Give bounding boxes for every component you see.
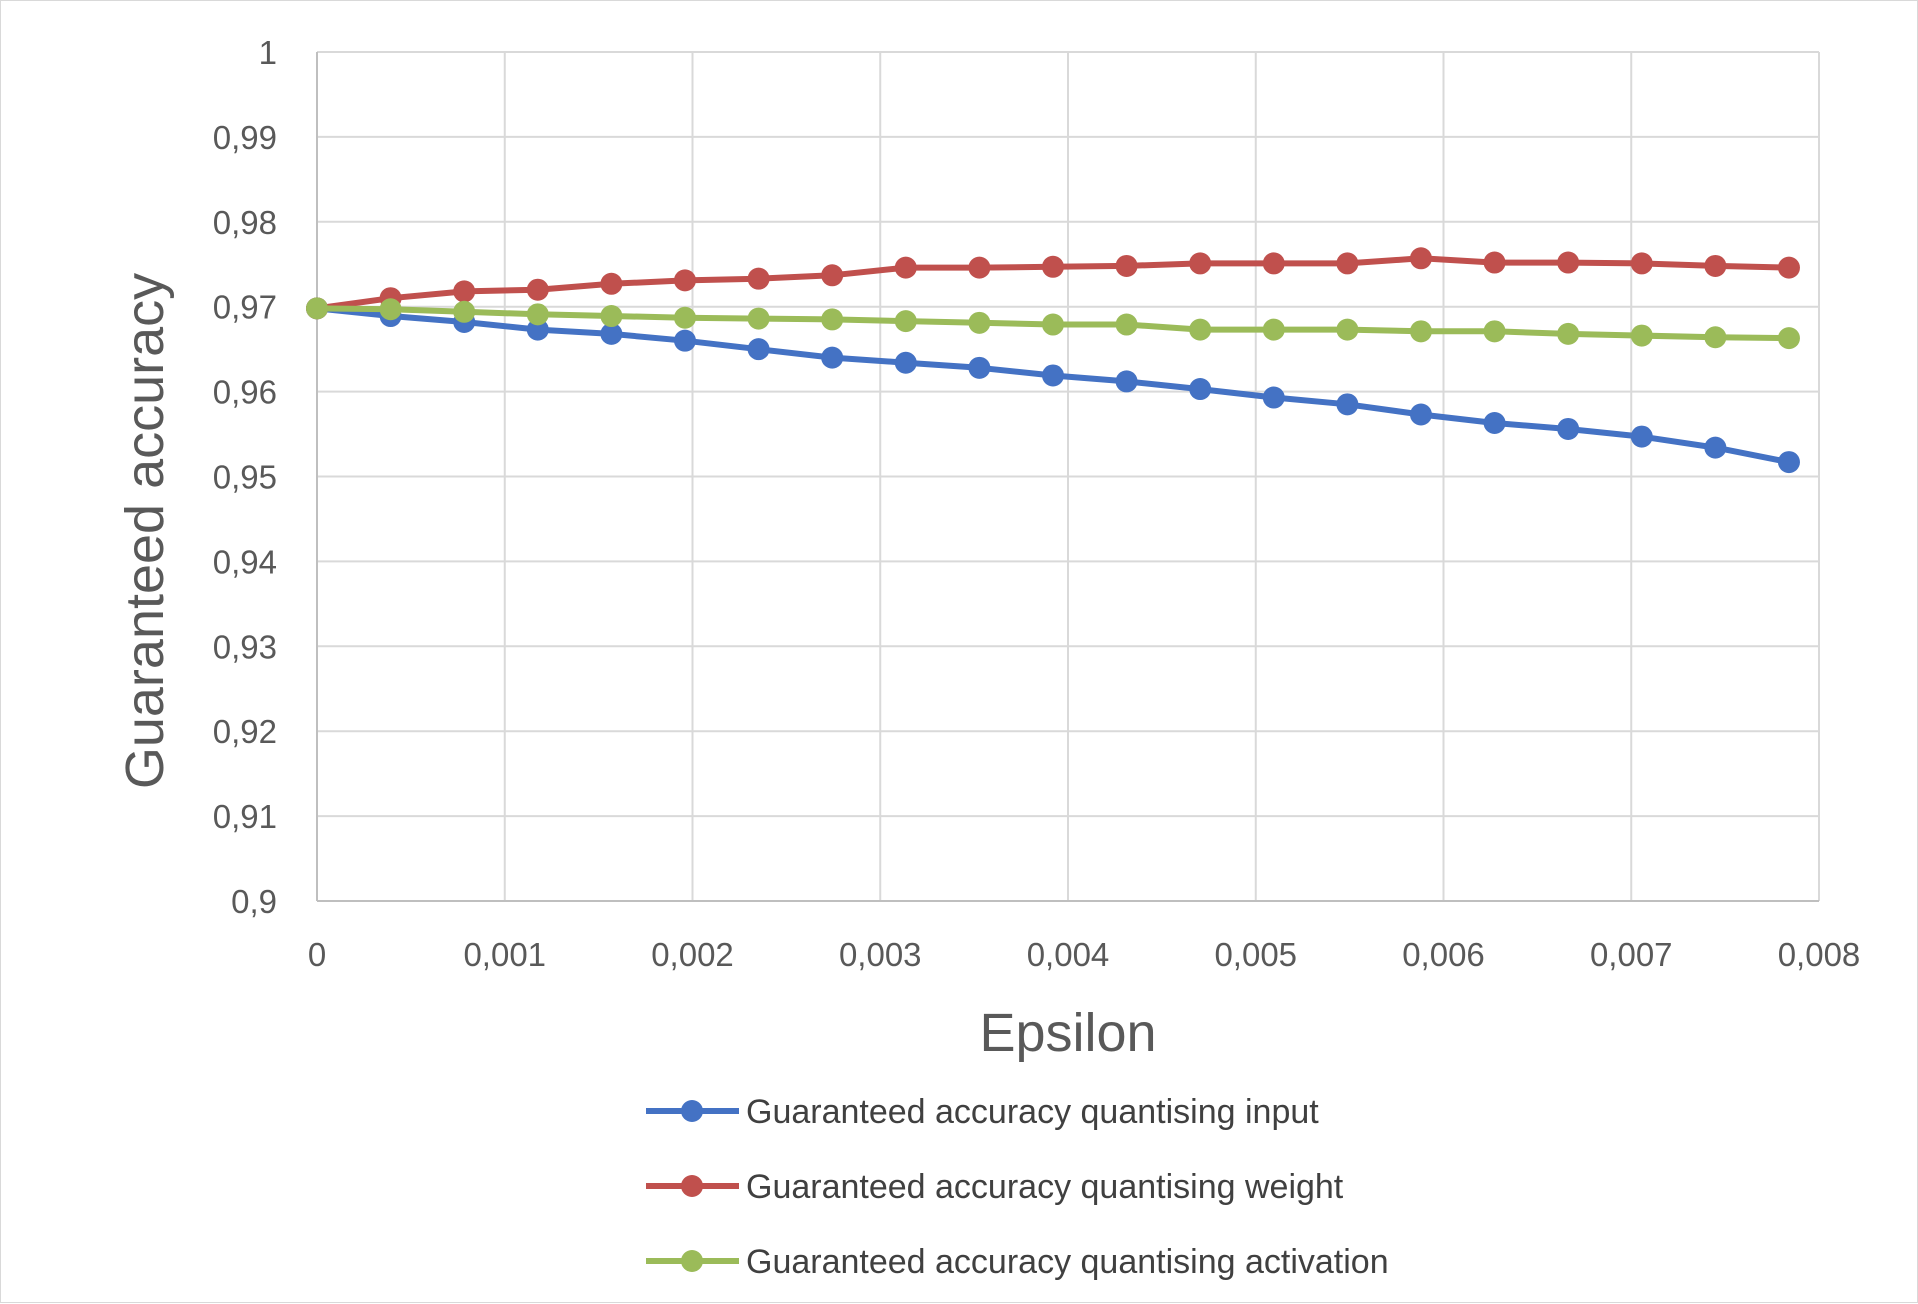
- data-point: [894, 256, 917, 279]
- data-point: [1262, 318, 1285, 341]
- legend-item: Guaranteed accuracy quantising weight: [646, 1168, 1344, 1206]
- legend-marker: [681, 1250, 703, 1272]
- data-point: [1189, 378, 1212, 401]
- legend-label: Guaranteed accuracy quantising weight: [746, 1168, 1344, 1206]
- y-tick-label: 0,96: [213, 374, 277, 411]
- x-axis-title: Epsilon: [979, 1003, 1156, 1063]
- y-tick-label: 0,94: [213, 543, 277, 580]
- data-point: [821, 346, 844, 369]
- x-tick-label: 0,004: [1027, 936, 1110, 973]
- data-point: [1115, 370, 1138, 393]
- y-tick-label: 0,91: [213, 798, 277, 835]
- data-point: [1336, 252, 1359, 275]
- data-point: [968, 356, 991, 379]
- x-tick-label: 0: [308, 936, 326, 973]
- y-tick-label: 1: [259, 34, 277, 71]
- data-point: [1189, 252, 1212, 275]
- y-tick-label: 0,99: [213, 119, 277, 156]
- data-point: [1704, 254, 1727, 277]
- x-tick-label: 0,006: [1402, 936, 1485, 973]
- data-point: [526, 303, 549, 326]
- x-tick-label: 0,002: [651, 936, 734, 973]
- y-tick-label: 0,9: [231, 883, 277, 920]
- x-tick-label: 0,005: [1214, 936, 1297, 973]
- data-point: [1041, 313, 1064, 336]
- data-point: [1483, 320, 1506, 343]
- legend-item: Guaranteed accuracy quantising input: [646, 1093, 1319, 1131]
- data-point: [894, 310, 917, 333]
- data-point: [1189, 318, 1212, 341]
- legend-label: Guaranteed accuracy quantising activatio…: [746, 1243, 1389, 1281]
- data-point: [1777, 327, 1800, 350]
- data-point: [1262, 386, 1285, 409]
- data-point: [1409, 247, 1432, 270]
- data-point: [600, 322, 623, 345]
- legend-item: Guaranteed accuracy quantising activatio…: [646, 1243, 1389, 1281]
- series-2: [306, 297, 1800, 350]
- legend: Guaranteed accuracy quantising input Guar…: [646, 1093, 1389, 1281]
- data-point: [1630, 425, 1653, 448]
- data-point: [968, 256, 991, 279]
- legend-label: Guaranteed accuracy quantising input: [746, 1093, 1319, 1131]
- data-point: [1409, 403, 1432, 426]
- data-point: [1557, 251, 1580, 274]
- data-point: [1262, 252, 1285, 275]
- data-point: [600, 272, 623, 295]
- gridlines: [316, 51, 1820, 902]
- data-point: [1483, 412, 1506, 435]
- data-point: [1115, 313, 1138, 336]
- legend-marker: [681, 1175, 703, 1197]
- data-point: [1041, 364, 1064, 387]
- data-point: [453, 280, 476, 303]
- data-point: [673, 306, 696, 329]
- y-tick-label: 0,93: [213, 628, 277, 665]
- y-tick-label: 0,97: [213, 289, 277, 326]
- data-point: [1704, 326, 1727, 349]
- data-point: [1409, 320, 1432, 343]
- y-tick-label: 0,98: [213, 204, 277, 241]
- y-tick-label: 0,95: [213, 459, 277, 496]
- y-axis-tick-labels: 0,9 0,91 0,92 0,93 0,94 0,95 0,96 0,97 0,98 0,99 1: [213, 34, 277, 920]
- data-point: [1630, 252, 1653, 275]
- data-point: [821, 264, 844, 287]
- data-point: [526, 318, 549, 341]
- legend-marker: [681, 1100, 703, 1122]
- x-tick-label: 0,008: [1778, 936, 1861, 973]
- data-point: [1777, 256, 1800, 279]
- axes: [316, 52, 1819, 902]
- data-point: [968, 311, 991, 334]
- data-point: [453, 300, 476, 323]
- data-point: [306, 297, 328, 320]
- data-point: [379, 298, 402, 321]
- data-point: [747, 338, 770, 361]
- x-tick-label: 0,001: [463, 936, 546, 973]
- x-axis-tick-labels: 0 0,001 0,002 0,003 0,004 0,005 0,006 0,007 0,00…: [308, 936, 1860, 973]
- data-point: [1630, 324, 1653, 347]
- data-point: [1115, 254, 1138, 277]
- data-point: [1336, 318, 1359, 341]
- data-point: [821, 308, 844, 331]
- data-point: [894, 351, 917, 374]
- data-point: [747, 307, 770, 330]
- data-point: [526, 278, 549, 301]
- x-tick-label: 0,003: [839, 936, 922, 973]
- data-series: [306, 247, 1800, 474]
- data-point: [1483, 251, 1506, 274]
- data-point: [1557, 417, 1580, 440]
- data-point: [747, 267, 770, 290]
- y-axis-title: Guaranteed accuracy: [115, 273, 175, 789]
- data-point: [1777, 451, 1800, 474]
- data-point: [1041, 255, 1064, 278]
- data-point: [600, 305, 623, 328]
- data-point: [673, 269, 696, 292]
- data-point: [1557, 322, 1580, 345]
- data-point: [673, 329, 696, 352]
- x-tick-label: 0,007: [1590, 936, 1673, 973]
- data-point: [1704, 436, 1727, 459]
- data-point: [1336, 393, 1359, 416]
- y-tick-label: 0,92: [213, 713, 277, 750]
